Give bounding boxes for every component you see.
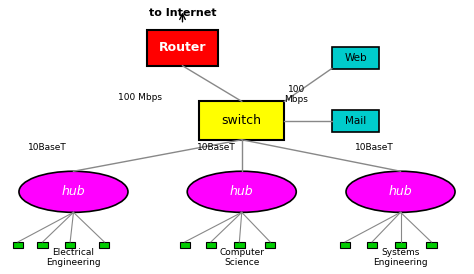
- Text: Computer
Science: Computer Science: [219, 248, 264, 267]
- Text: 10BaseT: 10BaseT: [355, 143, 393, 152]
- FancyBboxPatch shape: [340, 242, 350, 248]
- Text: Systems
Engineering: Systems Engineering: [373, 248, 428, 267]
- FancyBboxPatch shape: [206, 242, 216, 248]
- Text: Electrical
Engineering: Electrical Engineering: [46, 248, 101, 267]
- Ellipse shape: [346, 171, 455, 212]
- FancyBboxPatch shape: [426, 242, 437, 248]
- FancyBboxPatch shape: [199, 101, 284, 140]
- FancyBboxPatch shape: [332, 47, 379, 68]
- Text: hub: hub: [230, 185, 254, 198]
- FancyBboxPatch shape: [99, 242, 109, 248]
- FancyBboxPatch shape: [395, 242, 406, 248]
- Text: 100
Mbps: 100 Mbps: [284, 85, 308, 104]
- FancyBboxPatch shape: [37, 242, 48, 248]
- Text: Router: Router: [159, 41, 206, 55]
- FancyBboxPatch shape: [234, 242, 245, 248]
- FancyBboxPatch shape: [180, 242, 190, 248]
- Text: to Internet: to Internet: [149, 8, 216, 18]
- FancyBboxPatch shape: [65, 242, 75, 248]
- Text: 10BaseT: 10BaseT: [27, 143, 66, 152]
- Text: switch: switch: [222, 114, 262, 127]
- Ellipse shape: [187, 171, 296, 212]
- Text: 100 Mbps: 100 Mbps: [118, 93, 162, 102]
- Text: Web: Web: [344, 53, 367, 62]
- Text: hub: hub: [62, 185, 85, 198]
- FancyBboxPatch shape: [332, 110, 379, 132]
- FancyBboxPatch shape: [13, 242, 23, 248]
- FancyBboxPatch shape: [265, 242, 275, 248]
- Text: Mail: Mail: [345, 116, 366, 125]
- Ellipse shape: [19, 171, 128, 212]
- FancyBboxPatch shape: [367, 242, 377, 248]
- Text: 10BaseT: 10BaseT: [197, 143, 236, 152]
- Text: hub: hub: [389, 185, 412, 198]
- FancyBboxPatch shape: [147, 30, 218, 66]
